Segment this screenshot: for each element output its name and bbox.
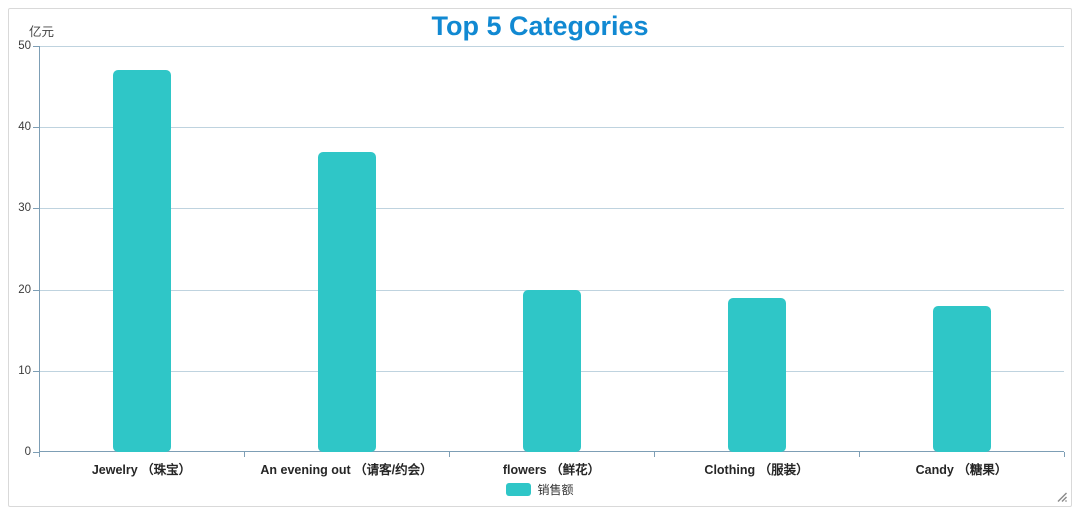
- y-axis-tick: [33, 370, 39, 372]
- resize-grip-icon[interactable]: [1054, 489, 1068, 503]
- x-axis-tick: [449, 452, 450, 457]
- legend-swatch-icon: [506, 483, 532, 496]
- y-axis-tick-label: 20: [18, 283, 31, 296]
- y-axis-line: [39, 46, 40, 452]
- y-axis-tick: [33, 289, 39, 291]
- y-axis-tick: [33, 452, 39, 453]
- plot-area: 0 10 20 30 40 50 Jewelry （珠宝） An evening out （请…: [18, 40, 1065, 477]
- y-axis-tick: [33, 208, 39, 210]
- gridline: [39, 46, 1064, 47]
- y-axis-tick: [33, 46, 39, 47]
- x-category-label: flowers （鲜花）: [502, 463, 601, 477]
- x-category-label: Jewelry （珠宝）: [91, 463, 192, 477]
- bar[interactable]: [317, 151, 376, 452]
- x-category-label: An evening out （请客/约会）: [260, 463, 433, 477]
- x-axis-tick: [859, 452, 860, 457]
- x-axis-tick: [244, 452, 245, 457]
- y-axis-tick-label: 40: [18, 121, 31, 134]
- bar[interactable]: [522, 289, 581, 452]
- chart-panel: Top 5 Categories 亿元 0 10 20 30 40 50 Jewelry （…: [8, 8, 1072, 507]
- y-axis-tick-label: 0: [24, 446, 31, 458]
- chart-title: Top 5 Categories: [431, 11, 649, 41]
- gridline: [39, 208, 1064, 210]
- x-axis-tick: [654, 452, 655, 457]
- x-category-label: Candy （糖果）: [915, 463, 1008, 477]
- y-axis-tick-label: 30: [18, 202, 31, 215]
- legend[interactable]: 销售额: [9, 481, 1071, 498]
- y-axis-tick: [33, 127, 39, 129]
- x-category-label: Clothing （服装）: [704, 463, 809, 477]
- y-axis-tick-label: 50: [18, 40, 31, 52]
- bar[interactable]: [727, 297, 786, 452]
- bar[interactable]: [932, 305, 991, 452]
- y-axis-unit-label: 亿元: [29, 25, 55, 39]
- y-axis-tick-label: 10: [18, 364, 31, 377]
- bar[interactable]: [112, 70, 171, 452]
- x-axis-tick: [39, 452, 40, 457]
- gridline: [39, 127, 1064, 129]
- legend-label: 销售额: [537, 483, 574, 497]
- x-axis-tick: [1064, 452, 1065, 457]
